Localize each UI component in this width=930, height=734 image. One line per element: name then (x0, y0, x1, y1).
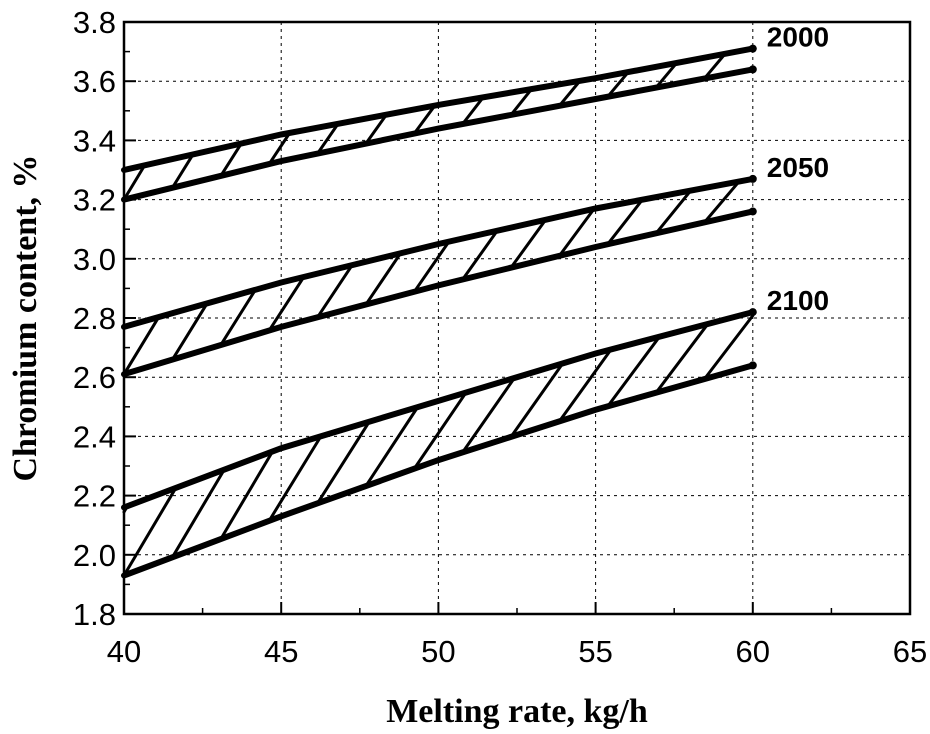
x-tick-label: 40 (107, 634, 141, 669)
hatch-line (219, 141, 243, 178)
hatch-line (654, 322, 710, 395)
hatch-line (509, 361, 565, 439)
band-upper-line (121, 45, 756, 173)
hatch-line (702, 179, 741, 224)
hatch-line (122, 486, 178, 578)
y-tick-label: 2.0 (73, 538, 116, 573)
hatch-line (170, 301, 209, 362)
hatch-line (219, 449, 275, 541)
y-tick-label: 2.4 (73, 419, 116, 454)
band-lower-line (121, 208, 756, 378)
hatch-line (606, 335, 662, 408)
y-tick-label: 3.8 (73, 5, 116, 40)
hatch-line (557, 207, 596, 258)
hatch-line (267, 131, 292, 166)
hatch-line (702, 314, 755, 381)
hatch-line (606, 198, 644, 246)
band-upper-line (121, 175, 756, 330)
axis-ticks (123, 21, 911, 615)
y-axis-title: Chromium content, % (7, 154, 44, 481)
tick-labels: 40 45 50 55 60 65 1.8 2.0 2.2 2.4 2.6 2.8 3.0 3.2 3.4 3… (73, 5, 927, 669)
x-tick-label: 60 (736, 634, 770, 669)
x-tick-label: 65 (893, 634, 927, 669)
y-tick-label: 2.2 (73, 479, 116, 514)
hatch-line (654, 189, 693, 235)
x-tick-label: 45 (264, 634, 298, 669)
hatch-line (461, 95, 485, 126)
hatch-line (557, 79, 582, 108)
band-end-marker (748, 44, 757, 53)
band-2100: 2100 (121, 285, 829, 579)
hatch-line (412, 391, 468, 471)
band-end-marker (748, 308, 757, 317)
band-2050: 2050 (121, 152, 829, 378)
hatch-line (509, 218, 548, 270)
band-label: 2050 (767, 152, 829, 183)
band-end-marker (748, 361, 757, 370)
hatch-line (364, 251, 403, 307)
hatch-line (364, 405, 420, 488)
hatch-line (461, 376, 516, 454)
y-tick-label: 1.8 (73, 597, 116, 632)
hatch-line (364, 113, 388, 146)
hatch-line (315, 420, 371, 505)
band-2000: 2000 (121, 22, 829, 203)
band-label: 2000 (767, 22, 829, 53)
band-end-marker (748, 65, 757, 74)
hatch-line (654, 61, 679, 90)
hatch-line (702, 52, 727, 80)
hatch-line (557, 347, 613, 423)
band-upper-line (121, 309, 756, 511)
x-tick-label: 50 (421, 634, 455, 669)
x-tick-label: 55 (578, 634, 612, 669)
x-axis-title: Melting rate, kg/h (386, 693, 648, 730)
hatch-line (170, 468, 226, 559)
hatch-line (461, 229, 499, 282)
hatch-line (122, 163, 147, 202)
y-tick-label: 2.8 (73, 301, 116, 336)
band-end-marker (748, 207, 757, 216)
hatch-line (606, 70, 630, 99)
hatch-line (267, 434, 323, 523)
hatch-line (122, 315, 161, 376)
bands-layer: 2000 2050 2100 (121, 22, 829, 579)
band-end-marker (748, 174, 757, 183)
hatch-line (315, 263, 354, 319)
y-tick-label: 3.6 (73, 64, 116, 99)
y-tick-label: 3.2 (73, 183, 116, 218)
band-label: 2100 (767, 285, 829, 316)
hatch-line (412, 104, 437, 136)
hatch-line (170, 152, 195, 190)
hatch-line (412, 240, 451, 294)
hatch-line (219, 288, 257, 347)
band-lower-line (121, 66, 756, 203)
y-tick-label: 2.6 (73, 360, 116, 395)
hatch-line (509, 87, 534, 117)
hatch-line (315, 122, 340, 156)
y-tick-label: 3.4 (73, 123, 116, 158)
hatch-line (267, 275, 306, 333)
band-lower-line (121, 362, 756, 579)
y-tick-label: 3.0 (73, 242, 116, 277)
